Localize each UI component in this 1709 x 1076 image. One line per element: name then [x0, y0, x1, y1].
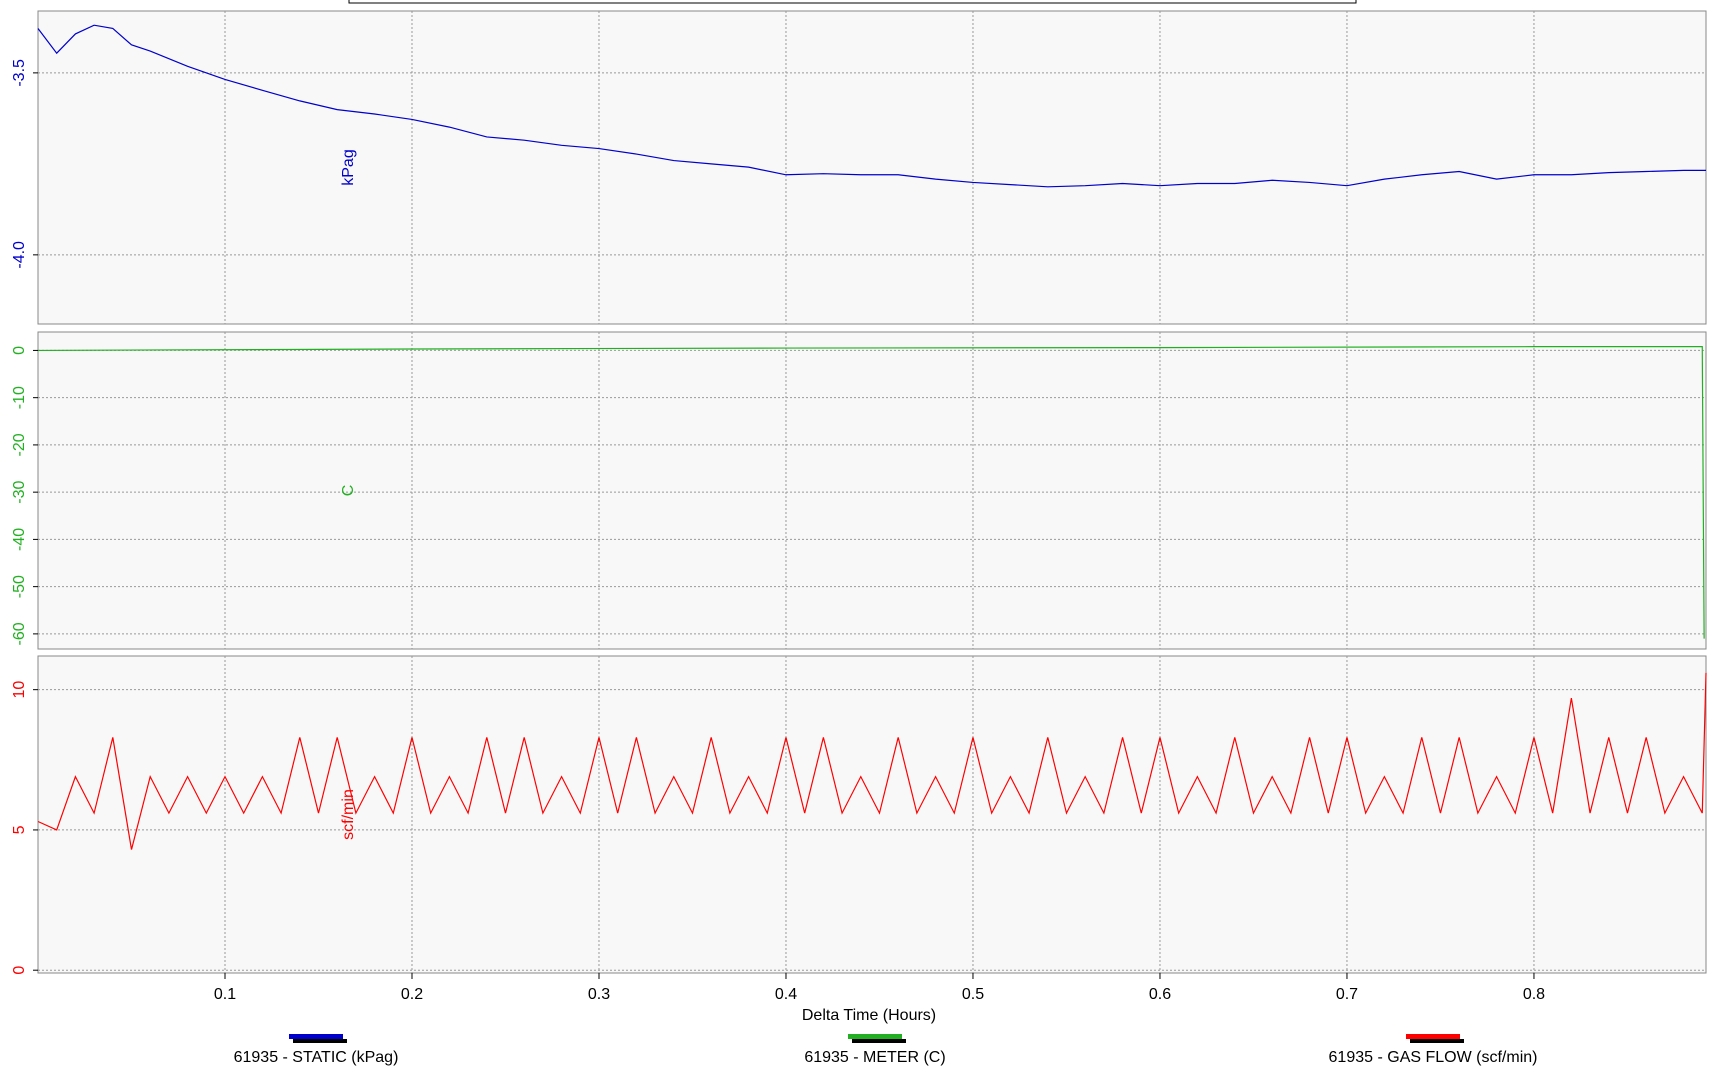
legend-underline: [852, 1039, 906, 1043]
data-line: [37, 346, 1705, 639]
legend-swatch: [289, 1034, 343, 1039]
data-line: [37, 672, 1707, 850]
y-tick-label: -10: [11, 386, 28, 409]
legend-underline: [293, 1039, 347, 1043]
legend-label: 61935 - STATIC (kPag): [234, 1049, 399, 1066]
legend-underline: [1410, 1039, 1464, 1043]
y-axis-label: C: [340, 485, 357, 497]
legend-swatch: [848, 1034, 902, 1039]
x-tick-label: 0.3: [588, 986, 610, 1003]
x-tick-label: 0.6: [1149, 986, 1171, 1003]
x-tick-label: 0.7: [1336, 986, 1358, 1003]
x-tick-label: 0.5: [962, 986, 984, 1003]
x-axis-label: Delta Time (Hours): [802, 1007, 936, 1024]
y-tick-label: 0: [11, 346, 28, 355]
x-tick-label: 0.4: [775, 986, 797, 1003]
y-tick-label: -40: [11, 528, 28, 551]
x-tick-label: 0.1: [214, 986, 236, 1003]
legend-swatch: [1406, 1034, 1460, 1039]
y-tick-label: 5: [11, 825, 28, 834]
y-tick-label: -30: [11, 480, 28, 503]
y-tick-label: -4.0: [11, 241, 28, 269]
y-tick-label: -50: [11, 575, 28, 598]
y-axis-label: kPag: [340, 149, 357, 185]
y-tick-label: -60: [11, 622, 28, 645]
y-axis-label: scf/min: [340, 789, 357, 840]
y-tick-label: -3.5: [11, 59, 28, 87]
plot-area: [37, 331, 1707, 650]
y-tick-label: 0: [11, 966, 28, 975]
legend-label: 61935 - METER (C): [804, 1049, 945, 1066]
legend-label: 61935 - GAS FLOW (scf/min): [1329, 1049, 1538, 1066]
plot-area: [37, 10, 1707, 325]
x-tick-label: 0.8: [1523, 986, 1545, 1003]
x-tick-label: 0.2: [401, 986, 423, 1003]
title-box: [348, 0, 1357, 4]
y-tick-label: 10: [11, 681, 28, 699]
plot-area: [37, 655, 1707, 974]
data-line: [37, 24, 1706, 188]
y-tick-label: -20: [11, 433, 28, 456]
